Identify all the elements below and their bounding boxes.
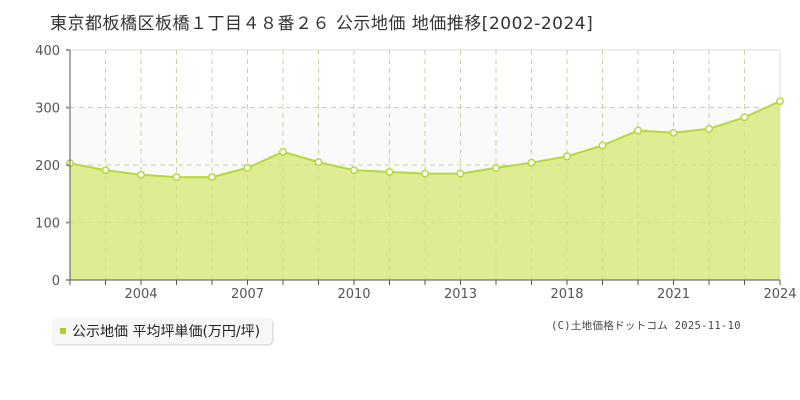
data-point-marker	[456, 169, 465, 178]
x-tick-label: 2024	[763, 287, 796, 302]
data-point-marker	[421, 169, 429, 178]
legend-label: 公示地価 平均坪単価(万円/坪)	[72, 324, 261, 340]
data-point-marker	[137, 170, 145, 179]
x-tick-label: 2010	[337, 287, 370, 302]
data-point-marker	[208, 173, 216, 182]
x-tick-label: 2018	[550, 287, 583, 302]
data-point-marker	[598, 141, 607, 150]
y-tick-label: 0	[52, 274, 60, 289]
plot-area: 0 100 200 300 400 2004 2007 2010 2013 2018 2021 202…	[35, 44, 796, 302]
x-tick-label: 2007	[231, 287, 264, 302]
data-point-marker	[101, 166, 110, 175]
data-point-marker	[527, 158, 536, 167]
legend-swatch-icon	[60, 328, 66, 334]
data-point-marker	[279, 147, 287, 156]
data-point-marker	[669, 128, 678, 137]
data-point-marker	[705, 124, 713, 133]
x-tick-label: 2021	[657, 287, 690, 302]
data-point-marker	[563, 152, 571, 161]
y-tick-label: 300	[35, 102, 60, 117]
data-point-marker	[350, 166, 358, 175]
data-point-marker	[314, 158, 323, 167]
data-point-marker	[385, 167, 394, 176]
data-point-marker	[776, 97, 784, 106]
x-tick-label: 2004	[124, 287, 157, 302]
y-tick-label: 400	[35, 44, 60, 59]
x-tick-label: 2013	[444, 287, 477, 302]
data-point-marker	[172, 173, 181, 182]
data-point-marker	[492, 163, 500, 172]
data-point-marker	[243, 163, 252, 172]
data-point-marker	[634, 126, 642, 135]
copyright-text: (C)土地価格ドットコム 2025-11-10	[551, 320, 741, 332]
y-tick-label: 100	[35, 217, 60, 232]
legend[interactable]: 公示地価 平均坪単価(万円/坪)	[52, 318, 273, 344]
data-point-marker	[740, 113, 749, 122]
y-tick-label: 200	[35, 159, 60, 174]
chart-title: 東京都板橋区板橋１丁目４８番２６ 公示地価 地価推移[2002-2024]	[50, 14, 594, 34]
